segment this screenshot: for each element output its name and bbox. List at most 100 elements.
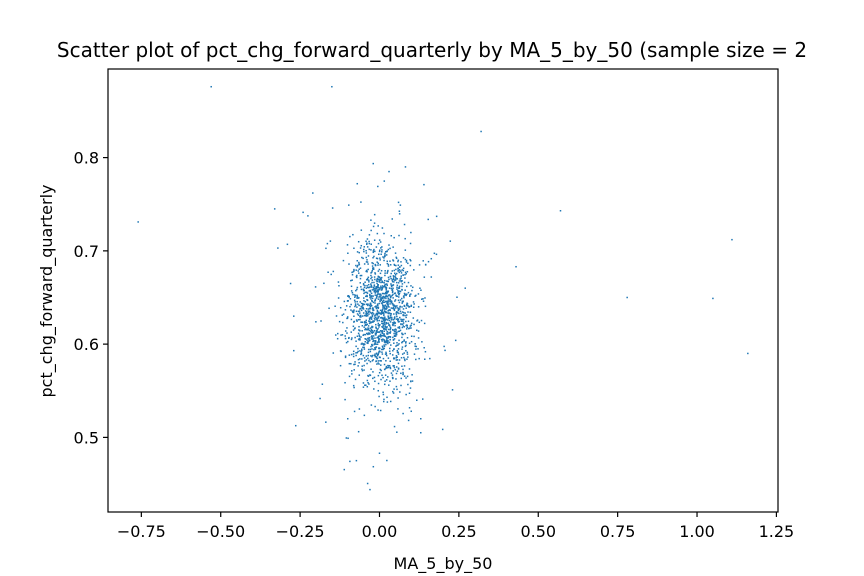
scatter-point (363, 246, 366, 248)
scatter-point (381, 308, 384, 310)
scatter-point (381, 322, 383, 325)
scatter-point (356, 306, 358, 308)
scatter-point (410, 380, 412, 383)
scatter-point (348, 204, 350, 206)
scatter-point (356, 259, 358, 262)
scatter-point (369, 289, 371, 292)
scatter-point (364, 322, 366, 324)
scatter-point (400, 320, 403, 322)
scatter-point (369, 488, 371, 491)
scatter-point (345, 341, 348, 344)
scatter-point (373, 343, 375, 346)
scatter-point (338, 320, 341, 323)
scatter-point (381, 330, 383, 332)
scatter-point (385, 322, 388, 325)
scatter-point (404, 249, 407, 251)
scatter-point (384, 284, 386, 286)
scatter-point (366, 277, 369, 280)
scatter-point (388, 317, 391, 320)
scatter-point (385, 339, 388, 342)
scatter-point (366, 238, 369, 240)
scatter-point (380, 285, 382, 287)
scatter-point (387, 357, 390, 359)
scatter-point (355, 340, 357, 342)
scatter-point (406, 304, 408, 307)
scatter-point (404, 345, 407, 348)
scatter-point (387, 328, 390, 331)
scatter-point (401, 269, 404, 271)
scatter-point (374, 314, 377, 316)
scatter-point (394, 273, 397, 276)
scatter-point (377, 324, 380, 326)
scatter-point (424, 350, 427, 353)
scatter-point (372, 465, 375, 468)
scatter-point (398, 286, 400, 289)
scatter-point (372, 267, 375, 269)
scatter-point (392, 319, 395, 321)
scatter-point (405, 320, 407, 323)
scatter-point (383, 383, 386, 386)
scatter-point (412, 306, 415, 308)
scatter-point (395, 277, 397, 280)
scatter-point (427, 260, 430, 263)
scatter-point (368, 240, 370, 243)
scatter-point (389, 325, 391, 327)
scatter-point (369, 291, 372, 293)
scatter-point (403, 318, 405, 321)
scatter-point (354, 304, 357, 307)
scatter-point (364, 360, 366, 362)
scatter-point (383, 330, 386, 332)
scatter-point (361, 358, 363, 360)
scatter-point (373, 315, 376, 317)
scatter-point (362, 288, 365, 291)
scatter-point (398, 343, 400, 345)
scatter-point (559, 210, 562, 212)
scatter-point (343, 300, 346, 303)
scatter-point (380, 299, 383, 301)
scatter-point (358, 268, 360, 270)
scatter-point (357, 314, 360, 316)
scatter-point (409, 264, 412, 267)
scatter-point (395, 313, 398, 316)
scatter-point (387, 316, 390, 318)
scatter-point (373, 290, 376, 293)
scatter-point (381, 281, 384, 283)
scatter-point (366, 313, 369, 315)
scatter-point (362, 346, 364, 349)
scatter-point (357, 332, 360, 335)
scatter-point (387, 364, 389, 367)
scatter-point (375, 280, 378, 282)
scatter-point (378, 268, 381, 271)
scatter-point (399, 306, 401, 308)
scatter-point (314, 286, 317, 288)
scatter-point (365, 332, 368, 335)
scatter-point (383, 180, 386, 182)
scatter-point (346, 244, 349, 246)
scatter-point (394, 328, 396, 331)
scatter-point (362, 382, 365, 384)
scatter-point (393, 388, 395, 390)
scatter-point (389, 332, 391, 334)
scatter-point (398, 301, 401, 304)
scatter-point (402, 412, 404, 415)
scatter-point (363, 289, 365, 292)
scatter-point (360, 336, 362, 338)
scatter-point (379, 279, 381, 282)
scatter-point (370, 338, 373, 340)
scatter-point (367, 351, 370, 354)
scatter-point (389, 312, 392, 315)
scatter-point (366, 292, 369, 294)
scatter-point (381, 297, 384, 299)
scatter-point (345, 437, 348, 439)
scatter-point (405, 303, 408, 306)
scatter-point (380, 289, 383, 291)
scatter-point (353, 268, 355, 271)
scatter-point (363, 348, 366, 350)
scatter-point (409, 325, 412, 327)
scatter-point (347, 300, 349, 302)
scatter-point (405, 261, 408, 263)
scatter-point (385, 327, 388, 329)
scatter-point (399, 316, 401, 319)
scatter-point (374, 380, 376, 383)
scatter-point (378, 319, 381, 322)
